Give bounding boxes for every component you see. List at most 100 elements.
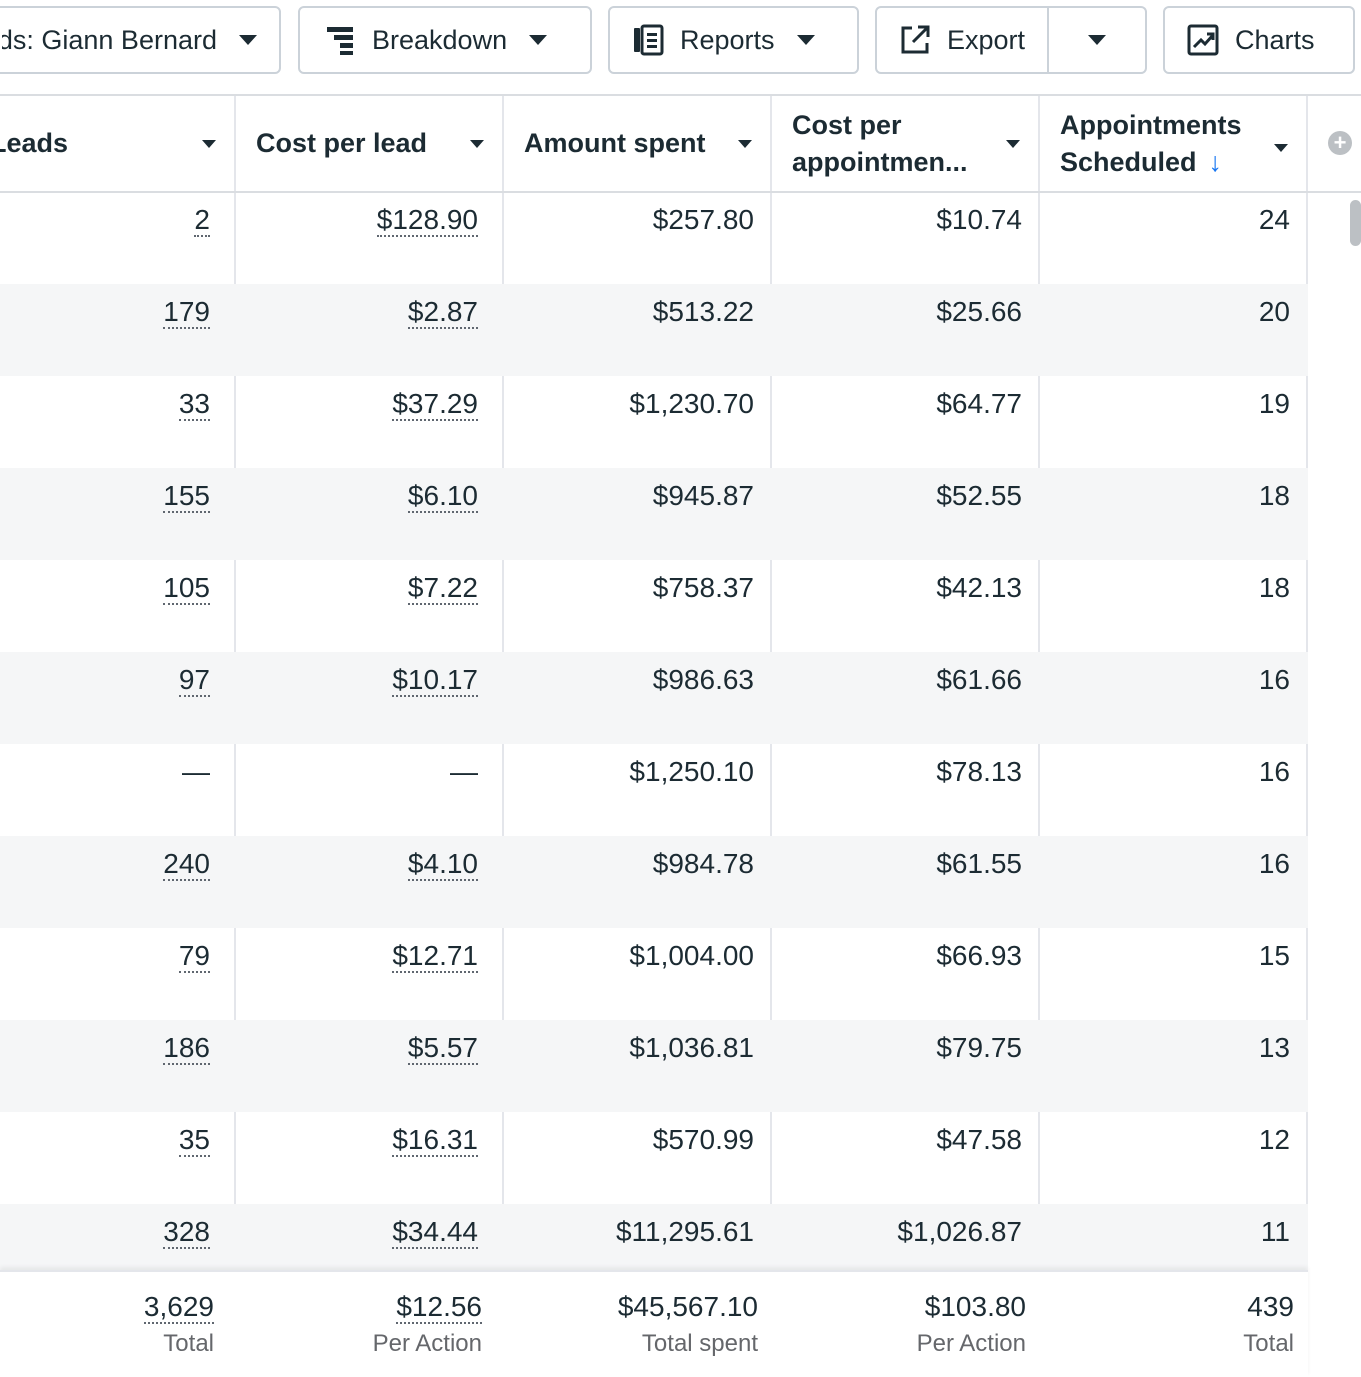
reports-label: Reports: [680, 24, 775, 55]
cell-cost-per-appointment: $1,026.87: [772, 1204, 1022, 1296]
cell-cost-per-lead-value[interactable]: $4.10: [407, 848, 478, 881]
cell-appointments-scheduled: 16: [1040, 652, 1290, 744]
chevron-down-icon[interactable]: [738, 140, 752, 148]
chevron-down-icon[interactable]: [1006, 140, 1020, 148]
breakdown-button[interactable]: Breakdown: [298, 6, 592, 74]
column-header-cost-per-appointment[interactable]: Cost per appointmen...: [772, 96, 1038, 191]
add-column-icon[interactable]: +: [1328, 131, 1352, 155]
export-label: Export: [947, 24, 1026, 55]
vertical-scrollbar[interactable]: [1350, 200, 1361, 246]
cell-leads: 2: [0, 192, 210, 284]
table-row: 79 $12.71 $1,004.00 $66.93 15: [0, 928, 1308, 1020]
chevron-down-icon[interactable]: [1274, 144, 1288, 152]
cell-amount-spent: $758.37: [504, 560, 754, 652]
cell-cost-per-lead-value[interactable]: $7.22: [407, 572, 478, 605]
charts-button[interactable]: Charts: [1163, 6, 1355, 74]
sort-descending-icon[interactable]: ↓: [1208, 146, 1223, 177]
cell-cost-per-lead: $37.29: [236, 376, 478, 468]
total-cost-per-lead-label: Per Action: [372, 1330, 482, 1357]
cell-cost-per-appointment-value: $78.13: [936, 756, 1022, 787]
cell-cost-per-lead: $128.90: [236, 192, 478, 284]
cell-cost-per-appointment-value: $66.93: [936, 940, 1022, 971]
charts-label: Charts: [1235, 24, 1315, 55]
total-cost-per-lead-value[interactable]: $12.56: [396, 1291, 482, 1324]
cell-cost-per-lead-value[interactable]: $37.29: [392, 388, 478, 421]
cell-cost-per-lead-value[interactable]: $16.31: [392, 1124, 478, 1157]
column-header-leads[interactable]: Leads: [0, 96, 234, 191]
column-header-amount-spent[interactable]: Amount spent: [504, 96, 770, 191]
cell-cost-per-appointment: $61.55: [772, 836, 1022, 928]
cell-appointments-scheduled: 19: [1040, 376, 1290, 468]
cell-cost-per-lead-value[interactable]: $5.57: [407, 1032, 478, 1065]
export-button-group: Export: [875, 6, 1147, 74]
cell-appointments-scheduled: 13: [1040, 1020, 1290, 1112]
cell-leads-value[interactable]: 35: [178, 1124, 210, 1157]
cell-appointments-scheduled-value: 13: [1258, 1032, 1290, 1063]
total-appointments: 439 Total: [1040, 1288, 1294, 1362]
reports-icon: [632, 24, 664, 56]
table-row: 240 $4.10 $984.78 $61.55 16: [0, 836, 1308, 928]
column-header-cost-per-lead[interactable]: Cost per lead: [236, 96, 502, 191]
export-options-dropdown[interactable]: [1049, 8, 1145, 72]
cell-appointments-scheduled-value: 15: [1258, 940, 1290, 971]
cell-appointments-scheduled-value: 20: [1258, 296, 1290, 327]
cell-cost-per-lead-value: —: [450, 756, 478, 787]
cell-amount-spent-value: $945.87: [652, 480, 754, 511]
total-cost-per-appointment-label: Per Action: [916, 1330, 1026, 1357]
cell-cost-per-lead: $6.10: [236, 468, 478, 560]
breakdown-label: Breakdown: [372, 24, 508, 55]
cell-amount-spent-value: $1,250.10: [629, 756, 754, 787]
chevron-down-icon[interactable]: [470, 140, 484, 148]
export-button[interactable]: Export: [877, 8, 1047, 72]
cell-leads-value[interactable]: 97: [178, 664, 210, 697]
cell-cost-per-appointment: $66.93: [772, 928, 1022, 1020]
cell-leads-value[interactable]: 155: [163, 480, 210, 513]
cell-cost-per-lead: $34.44: [236, 1204, 478, 1296]
cell-leads-value[interactable]: 2: [194, 204, 210, 237]
cell-appointments-scheduled: 15: [1040, 928, 1290, 1020]
cell-appointments-scheduled: 24: [1040, 192, 1290, 284]
cell-cost-per-lead-value[interactable]: $6.10: [407, 480, 478, 513]
cell-amount-spent-value: $513.22: [652, 296, 754, 327]
toolbar-divider: [0, 94, 1361, 96]
column-header-appointments-scheduled[interactable]: Appointments Scheduled ↓: [1040, 96, 1306, 191]
cell-cost-per-lead: $12.71: [236, 928, 478, 1020]
cell-cost-per-lead-value[interactable]: $10.17: [392, 664, 478, 697]
ad-filter-dropdown[interactable]: Ads: Giann Bernard: [0, 6, 281, 74]
cell-cost-per-lead: $7.22: [236, 560, 478, 652]
cell-appointments-scheduled-value: 16: [1258, 848, 1290, 879]
table-row: 186 $5.57 $1,036.81 $79.75 13: [0, 1020, 1308, 1112]
chevron-down-icon[interactable]: [202, 140, 216, 148]
total-amount-spent-label: Total spent: [641, 1330, 758, 1357]
reports-button[interactable]: Reports: [608, 6, 859, 74]
cell-cost-per-lead-value[interactable]: $2.87: [407, 296, 478, 329]
cell-leads: 105: [0, 560, 210, 652]
cell-cost-per-lead: $5.57: [236, 1020, 478, 1112]
cell-cost-per-lead-value[interactable]: $12.71: [392, 940, 478, 973]
cell-leads-value[interactable]: 186: [163, 1032, 210, 1065]
ad-filter-label: Ads: Giann Bernard: [2, 24, 217, 55]
table-row: 35 $16.31 $570.99 $47.58 12: [0, 1112, 1308, 1204]
cell-leads: 33: [0, 376, 210, 468]
total-leads: 3,629 Total: [0, 1288, 214, 1362]
cell-leads-value[interactable]: 33: [178, 388, 210, 421]
cell-cost-per-appointment: $47.58: [772, 1112, 1022, 1204]
cell-leads-value[interactable]: 328: [163, 1216, 210, 1249]
cell-leads-value[interactable]: 179: [163, 296, 210, 329]
cell-cost-per-lead-value[interactable]: $34.44: [392, 1216, 478, 1249]
cell-cost-per-appointment: $52.55: [772, 468, 1022, 560]
column-header-label: Leads: [0, 128, 69, 158]
cell-leads-value[interactable]: 79: [178, 940, 210, 973]
cell-cost-per-appointment-value: $61.55: [936, 848, 1022, 879]
cell-cost-per-appointment: $78.13: [772, 744, 1022, 836]
cell-cost-per-lead: $16.31: [236, 1112, 478, 1204]
cell-cost-per-appointment: $64.77: [772, 376, 1022, 468]
table-row: — — $1,250.10 $78.13 16: [0, 744, 1308, 836]
total-leads-value[interactable]: 3,629: [143, 1291, 214, 1324]
table-row: 2 $128.90 $257.80 $10.74 24: [0, 192, 1308, 284]
cell-cost-per-lead-value[interactable]: $128.90: [376, 204, 478, 237]
cell-leads-value[interactable]: 240: [163, 848, 210, 881]
cell-cost-per-lead: —: [236, 744, 478, 836]
cell-leads-value[interactable]: 105: [163, 572, 210, 605]
cell-cost-per-appointment-value: $10.74: [936, 204, 1022, 235]
